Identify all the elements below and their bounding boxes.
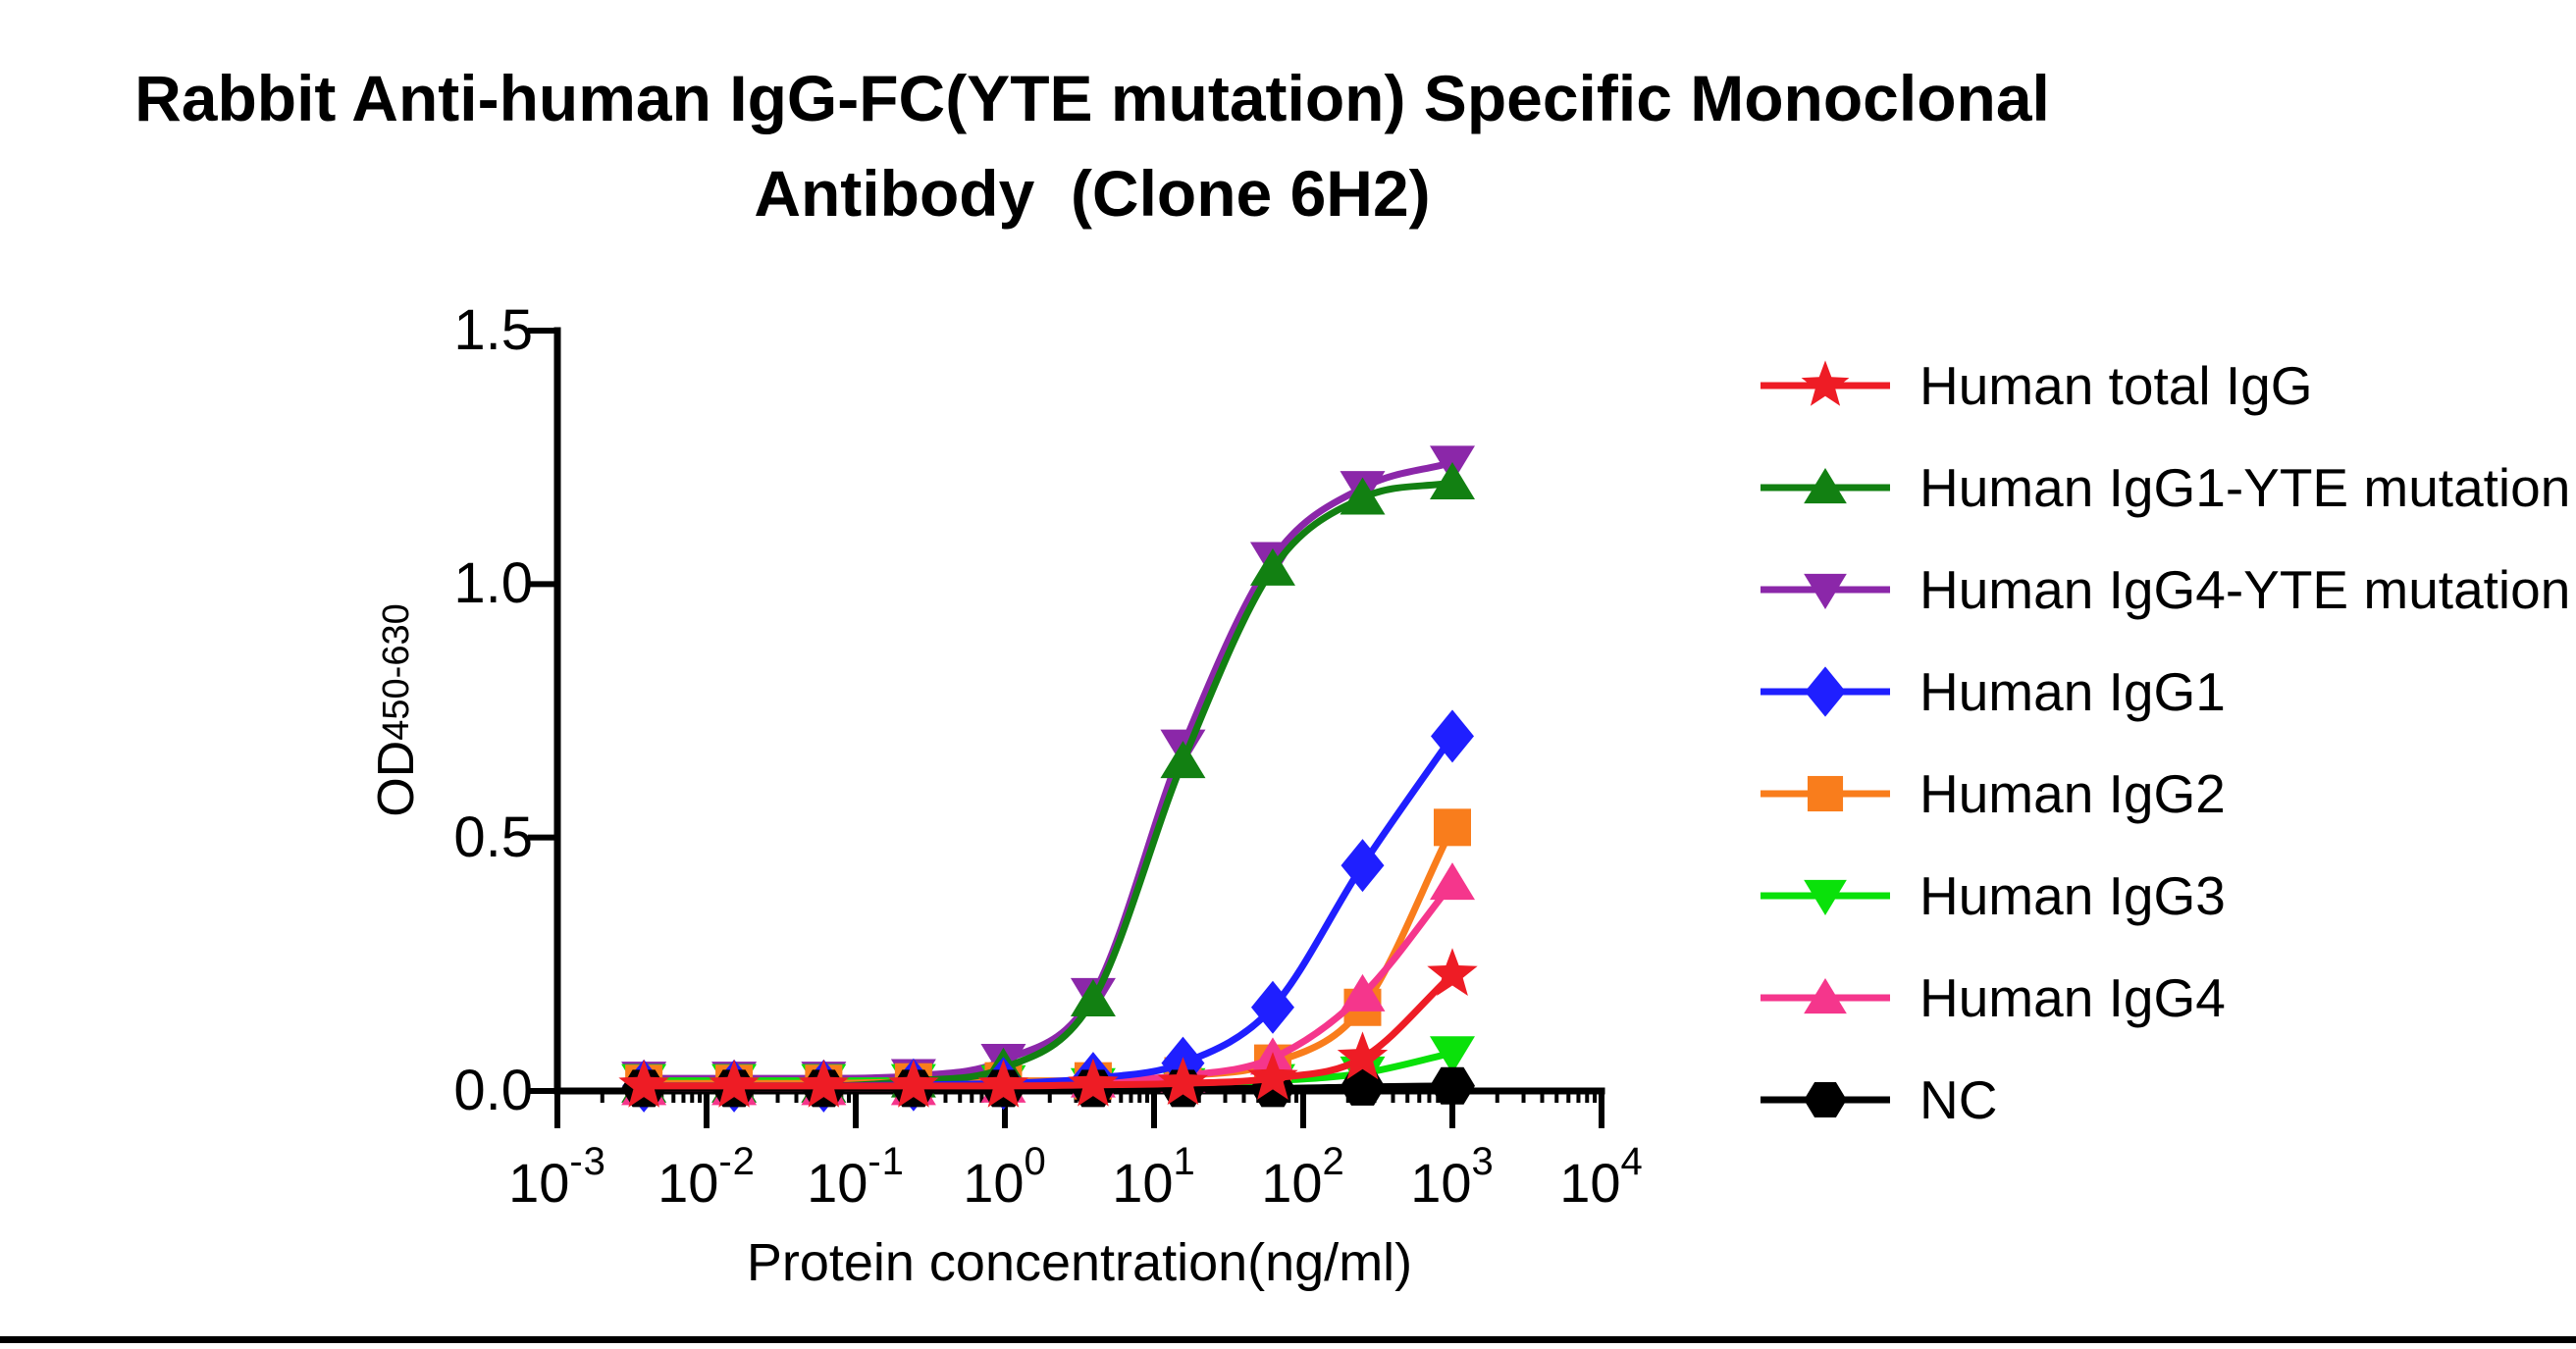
x-axis-label: Protein concentration(ng/ml) [746,1233,1413,1292]
series-marker-6 [1340,973,1386,1012]
page-bottom-border [0,1336,2576,1343]
x-tick-label: 101 [1071,1140,1237,1215]
legend-row-3: Human IgG1 [1757,641,2570,743]
series-marker-1 [1249,547,1295,586]
y-axis-label: OD 450-630 [357,416,436,1005]
series-marker-1 [1340,477,1386,515]
legend-label: Human total IgG [1919,355,2313,416]
series-marker-1 [1160,741,1206,779]
legend-label: Human IgG1 [1919,661,2226,722]
x-tick-base: 10 [1559,1152,1621,1214]
x-tick-label: 100 [921,1140,1088,1215]
triangle-down-legend-icon [1761,879,1890,915]
triangle-up-icon [1804,978,1847,1014]
x-tick-base: 10 [1410,1152,1472,1214]
x-tick-exponent: 1 [1173,1140,1196,1183]
y-tick-label: 1.0 [453,551,533,616]
x-tick-label: 104 [1518,1140,1685,1215]
x-tick-base: 10 [657,1152,719,1214]
x-tick-label: 103 [1369,1140,1536,1215]
x-tick-label: 10-3 [474,1140,641,1215]
legend-label: Human IgG2 [1919,763,2226,824]
chart-title: Rabbit Anti-human IgG-FC(YTE mutation) S… [0,51,2184,241]
series-curve-3 [644,734,1455,1090]
legend-row-4: Human IgG2 [1757,743,2570,845]
hexagon-legend-icon [1761,1082,1890,1117]
y-tick-label: 1.5 [453,298,533,362]
y-axis-label-base: OD [368,740,425,817]
diamond-legend-icon [1761,666,1890,717]
series-marker-5 [1430,1036,1475,1074]
series-marker-7 [1430,1066,1475,1105]
series-marker-0 [1427,948,1478,996]
series-marker-0 [977,1059,1029,1108]
x-tick-base: 10 [1261,1152,1323,1214]
series-marker-1 [1070,979,1116,1016]
triangle-up-legend-icon [1761,978,1890,1014]
x-tick-base: 10 [807,1152,868,1214]
series-marker-7 [1340,1067,1386,1106]
chart-legend: Human total IgG Human IgG1-YTE mutation Hu… [1757,335,2570,1151]
triangle-up-icon [1804,468,1847,504]
legend-label: Human IgG1-YTE mutation [1919,457,2571,518]
series-marker-6 [1430,862,1475,901]
legend-row-1: Human IgG1-YTE mutation [1757,437,2570,539]
triangle-down-legend-icon [1761,573,1890,609]
triangle-down-icon [1804,573,1847,609]
x-tick-base: 10 [963,1152,1025,1214]
series-marker-0 [888,1059,939,1108]
series-marker-3 [1250,980,1294,1034]
x-tick-label: 10-1 [772,1140,939,1215]
diamond-icon [1805,666,1846,717]
series-curve-2 [644,458,1453,1082]
triangle-up-legend-icon [1761,468,1890,504]
x-tick-exponent: 0 [1024,1140,1047,1183]
x-tick-base: 10 [1112,1152,1174,1214]
x-tick-label: 102 [1220,1140,1387,1215]
series-marker-1 [1430,462,1475,499]
hexagon-icon [1804,1082,1847,1117]
series-marker-0 [798,1059,849,1108]
chart-title-line2: Antibody (Clone 6H2) [754,157,1431,230]
series-marker-0 [1068,1058,1119,1107]
legend-row-0: Human total IgG [1757,335,2570,437]
triangle-down-icon [1804,879,1847,915]
series-marker-0 [1157,1057,1209,1106]
x-tick-exponent: 4 [1620,1140,1644,1183]
legend-row-7: NC [1757,1049,2570,1151]
chart-title-line1: Rabbit Anti-human IgG-FC(YTE mutation) S… [134,62,2050,134]
square-legend-icon [1761,775,1890,812]
x-tick-exponent: 2 [1322,1140,1345,1183]
star-icon [1801,360,1850,406]
x-tick-base: 10 [508,1152,570,1214]
x-tick-exponent: -3 [569,1140,606,1183]
series-marker-0 [1337,1031,1389,1080]
x-tick-exponent: -2 [718,1140,756,1183]
x-tick-exponent: -1 [867,1140,905,1183]
series-curve-0 [644,971,1455,1090]
x-tick-label: 10-2 [623,1140,790,1215]
legend-label: Human IgG4-YTE mutation [1919,559,2571,620]
series-curve-1 [644,479,1453,1090]
legend-label: Human IgG3 [1919,865,2226,926]
legend-label: NC [1919,1069,1998,1130]
y-axis-label-subscript: 450-630 [375,603,417,741]
series-marker-3 [1341,839,1385,893]
y-tick-label: 0.5 [453,804,533,869]
series-marker-0 [1247,1052,1298,1100]
star-legend-icon [1761,360,1890,406]
legend-row-5: Human IgG3 [1757,845,2570,947]
y-tick-label: 0.0 [453,1059,533,1122]
legend-label: Human IgG4 [1919,967,2226,1028]
series-marker-3 [1431,709,1474,763]
square-icon [1807,775,1844,812]
series-marker-0 [709,1059,760,1108]
series-marker-0 [618,1059,669,1108]
series-marker-4 [1434,808,1471,847]
legend-row-2: Human IgG4-YTE mutation [1757,539,2570,641]
x-tick-exponent: 3 [1471,1140,1495,1183]
legend-row-6: Human IgG4 [1757,947,2570,1049]
